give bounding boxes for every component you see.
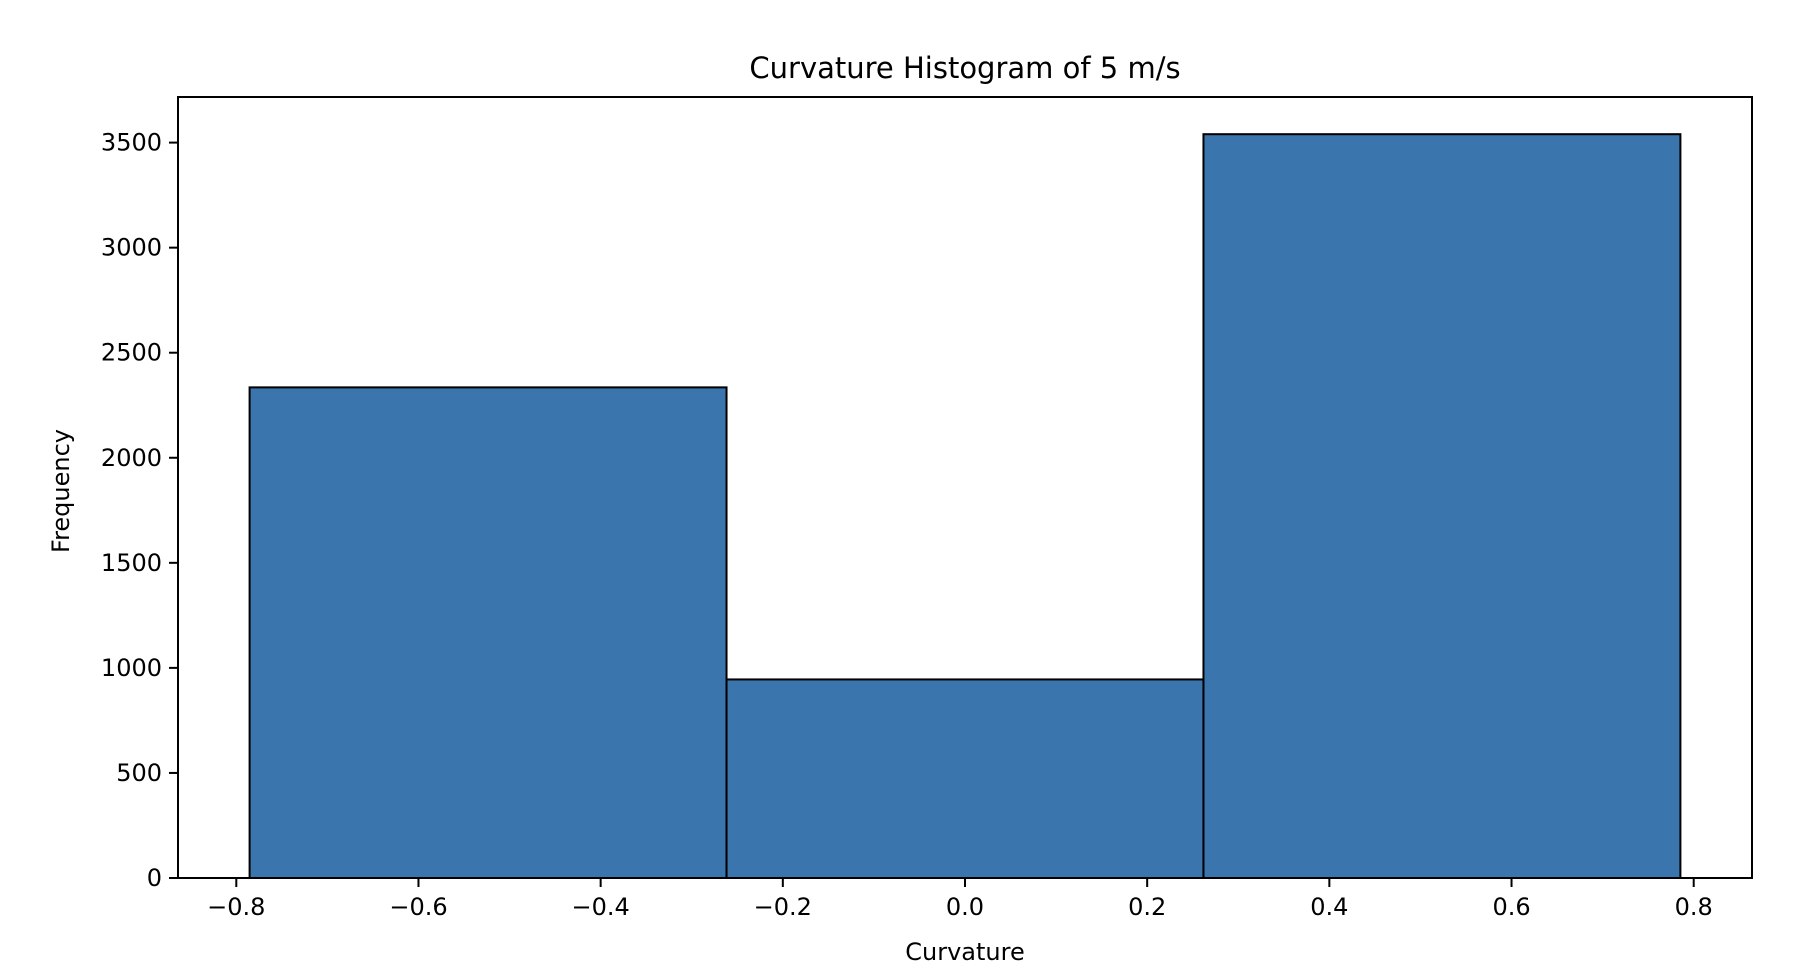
x-tick-label: 0.0 xyxy=(946,893,984,921)
x-tick-label: −0.2 xyxy=(754,893,812,921)
y-axis-label: Frequency xyxy=(47,429,75,553)
x-tick-label: 0.2 xyxy=(1128,893,1166,921)
histogram-bar-2 xyxy=(725,678,1205,879)
histogram-bar-1 xyxy=(248,386,728,879)
y-tick-label: 1500 xyxy=(101,549,162,577)
y-tick-label: 0 xyxy=(147,864,162,892)
y-tick-label: 2000 xyxy=(101,444,162,472)
bars-group xyxy=(248,133,1682,879)
y-axis-ticks: 0 500 1000 1500 2000 2500 3000 3500 xyxy=(101,129,178,892)
y-tick-label: 1000 xyxy=(101,654,162,682)
x-tick-label: −0.6 xyxy=(389,893,447,921)
x-tick-label: −0.4 xyxy=(572,893,630,921)
x-tick-label: 0.8 xyxy=(1675,893,1713,921)
x-axis-ticks: −0.8 −0.6 −0.4 −0.2 0.0 0.2 0.4 0.6 0.8 xyxy=(207,878,1713,921)
y-tick-label: 500 xyxy=(116,759,162,787)
histogram-bar-3 xyxy=(1202,133,1682,879)
y-tick-label: 2500 xyxy=(101,339,162,367)
y-tick-label: 3000 xyxy=(101,234,162,262)
y-tick-label: 3500 xyxy=(101,129,162,157)
x-tick-label: −0.8 xyxy=(207,893,265,921)
x-tick-label: 0.6 xyxy=(1492,893,1530,921)
chart-title: Curvature Histogram of 5 m/s xyxy=(749,51,1180,85)
x-tick-label: 0.4 xyxy=(1310,893,1348,921)
x-axis-label: Curvature xyxy=(905,938,1024,966)
